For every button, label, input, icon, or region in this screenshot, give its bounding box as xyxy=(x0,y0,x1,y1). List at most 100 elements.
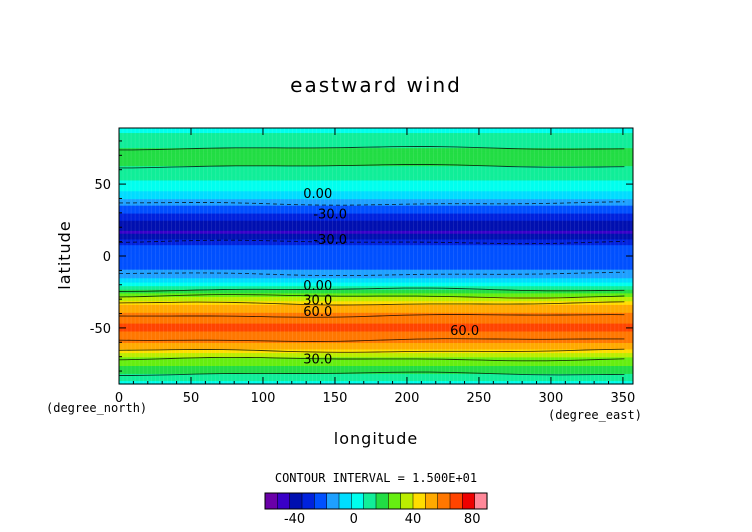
x-tick-label: 250 xyxy=(467,391,492,406)
heatmap-band xyxy=(119,251,633,254)
heatmap-band xyxy=(119,134,633,136)
heatmap-band xyxy=(119,158,633,161)
heatmap-band xyxy=(119,302,633,304)
heatmap-band xyxy=(119,348,633,350)
heatmap-band xyxy=(119,238,633,241)
heatmap-band xyxy=(119,233,633,236)
contour-label: -30.0 xyxy=(313,233,347,248)
heatmap-band xyxy=(119,301,633,303)
contour-line xyxy=(119,271,625,277)
heatmap-band xyxy=(119,279,633,282)
heatmap-band xyxy=(119,209,633,212)
colorbar-swatch xyxy=(474,492,488,510)
heatmap-band xyxy=(119,286,633,288)
contour-label: 60.0 xyxy=(450,324,479,339)
heatmap-band xyxy=(119,373,633,376)
heatmap-band xyxy=(119,220,633,222)
heatmap-band xyxy=(119,243,633,245)
heatmap-band xyxy=(119,268,633,271)
heatmap-band xyxy=(119,291,633,293)
heatmap-band xyxy=(119,246,633,248)
heatmap-band xyxy=(119,263,633,266)
heatmap-band xyxy=(119,269,633,271)
heatmap-band xyxy=(119,205,633,207)
heatmap-band xyxy=(119,213,633,215)
x-tick-label: 50 xyxy=(183,391,200,406)
heatmap-band xyxy=(119,204,633,207)
heatmap-band xyxy=(119,294,633,297)
heatmap-band xyxy=(119,132,633,134)
heatmap-band xyxy=(119,190,633,192)
colorbar: -40 0 40 80 xyxy=(264,492,488,527)
heatmap-band xyxy=(119,209,633,211)
colorbar-frame xyxy=(264,492,488,510)
heatmap-band xyxy=(119,268,633,270)
heatmap-band xyxy=(119,245,633,247)
heatmap-band xyxy=(119,314,633,316)
contour-line xyxy=(118,356,625,362)
heatmap-band xyxy=(119,158,633,160)
heatmap-band xyxy=(119,312,633,315)
heatmap-band xyxy=(119,348,633,351)
heatmap-band xyxy=(119,282,633,284)
contour-label: 30.0 xyxy=(303,294,332,309)
heatmap-band xyxy=(119,231,633,233)
heatmap-band xyxy=(119,330,633,332)
heatmap-band xyxy=(119,159,633,161)
heatmap-band xyxy=(119,225,633,228)
heatmap-band xyxy=(119,258,633,261)
contour-line xyxy=(119,371,625,376)
heatmap-band xyxy=(119,333,633,335)
heatmap-band xyxy=(119,210,633,213)
heatmap-band xyxy=(119,178,633,180)
heatmap-band xyxy=(119,258,633,260)
heatmap-band xyxy=(119,128,633,130)
heatmap-band xyxy=(119,174,633,176)
colorbar-tick-label: 40 xyxy=(405,512,422,527)
heatmap-band xyxy=(119,150,633,152)
heatmap-band xyxy=(119,165,633,167)
colorbar-tick-label: 0 xyxy=(350,512,358,527)
heatmap-band xyxy=(119,249,633,251)
heatmap-band xyxy=(119,323,633,325)
heatmap-band xyxy=(119,138,633,141)
heatmap-band xyxy=(119,347,633,349)
heatmap-band xyxy=(119,218,633,220)
heatmap-band xyxy=(119,345,633,348)
heatmap-band xyxy=(119,349,633,351)
heatmap-band xyxy=(119,186,633,188)
colorbar-swatch xyxy=(375,492,389,510)
heatmap-band xyxy=(119,264,633,266)
heatmap-band xyxy=(119,148,633,150)
heatmap-band xyxy=(119,365,633,367)
heatmap-band xyxy=(119,266,633,269)
x-tick-label: 100 xyxy=(251,391,276,406)
heatmap-band xyxy=(119,289,633,291)
heatmap-band xyxy=(119,189,633,191)
x-tick-label: 300 xyxy=(539,391,564,406)
heatmap-band xyxy=(119,227,633,230)
heatmap-band xyxy=(119,299,633,301)
heatmap-band xyxy=(119,152,633,154)
heatmap-band xyxy=(119,272,633,274)
heatmap-band xyxy=(119,328,633,330)
heatmap-band xyxy=(119,320,633,322)
heatmap-band xyxy=(119,360,633,362)
heatmap-band xyxy=(119,239,633,241)
heatmap-band xyxy=(119,362,633,364)
heatmap-band xyxy=(119,307,633,309)
heatmap-band xyxy=(119,304,633,307)
heatmap-band xyxy=(119,321,633,323)
heatmap-band xyxy=(119,222,633,225)
heatmap-band xyxy=(119,297,633,300)
heatmap-band xyxy=(119,143,633,145)
heatmap-band xyxy=(119,327,633,329)
y-tick-label: -50 xyxy=(90,322,111,337)
heatmap-band xyxy=(119,149,633,151)
axes: 0 50 100 150 200 250 300 350 -50 0 50 xyxy=(90,127,635,406)
heatmap-band xyxy=(119,294,633,296)
heatmap-band xyxy=(119,290,633,292)
contour-label: 30.0 xyxy=(303,353,332,368)
x-tick-label: 200 xyxy=(395,391,420,406)
